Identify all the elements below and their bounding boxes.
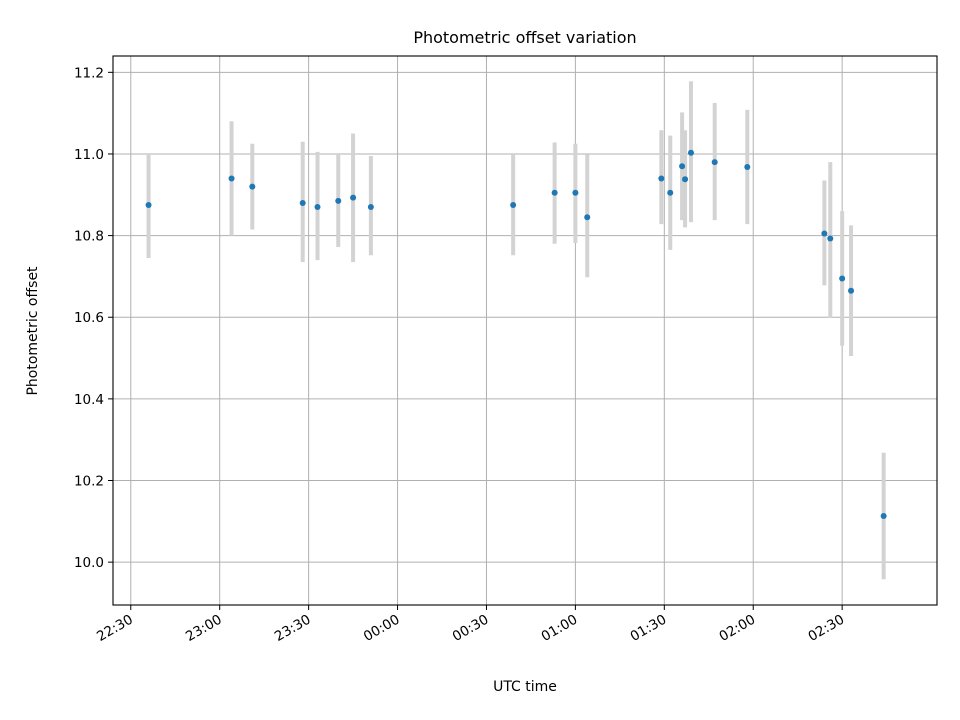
y-tick-label: 10.2 <box>74 474 104 490</box>
data-point <box>145 201 152 208</box>
data-point <box>744 164 751 171</box>
y-tick-label: 11.0 <box>74 147 104 163</box>
data-point <box>314 204 321 211</box>
data-point <box>839 275 846 282</box>
data-point <box>249 183 256 190</box>
data-point <box>299 199 306 206</box>
y-tick-label: 10.8 <box>74 229 104 245</box>
data-point <box>679 163 686 170</box>
data-point <box>827 235 834 242</box>
data-point <box>880 513 887 520</box>
x-axis-label: UTC time <box>493 679 557 695</box>
data-point <box>572 189 579 196</box>
data-point <box>711 159 718 166</box>
data-point <box>687 149 694 156</box>
data-point <box>367 204 374 211</box>
y-tick-label: 10.4 <box>74 392 104 408</box>
data-point <box>228 175 235 182</box>
data-point <box>510 201 517 208</box>
y-tick-label: 10.6 <box>74 310 104 326</box>
data-point <box>821 230 828 237</box>
data-point <box>551 189 558 196</box>
data-point <box>848 287 855 294</box>
data-points <box>145 149 887 520</box>
y-tick-label: 11.2 <box>74 65 104 81</box>
y-axis-ticks: 10.0 10.2 10.4 10.6 10.8 11.0 11.2 <box>74 65 113 571</box>
data-point <box>350 194 357 201</box>
y-tick-label: 10.0 <box>74 555 104 571</box>
data-point <box>682 176 689 183</box>
axes-frame <box>112 55 938 606</box>
data-point <box>335 197 342 204</box>
chart-title: Photometric offset variation <box>413 28 636 47</box>
data-point <box>584 214 591 221</box>
data-point <box>667 189 674 196</box>
data-point <box>658 175 665 182</box>
y-axis-label: Photometric offset <box>25 266 41 396</box>
